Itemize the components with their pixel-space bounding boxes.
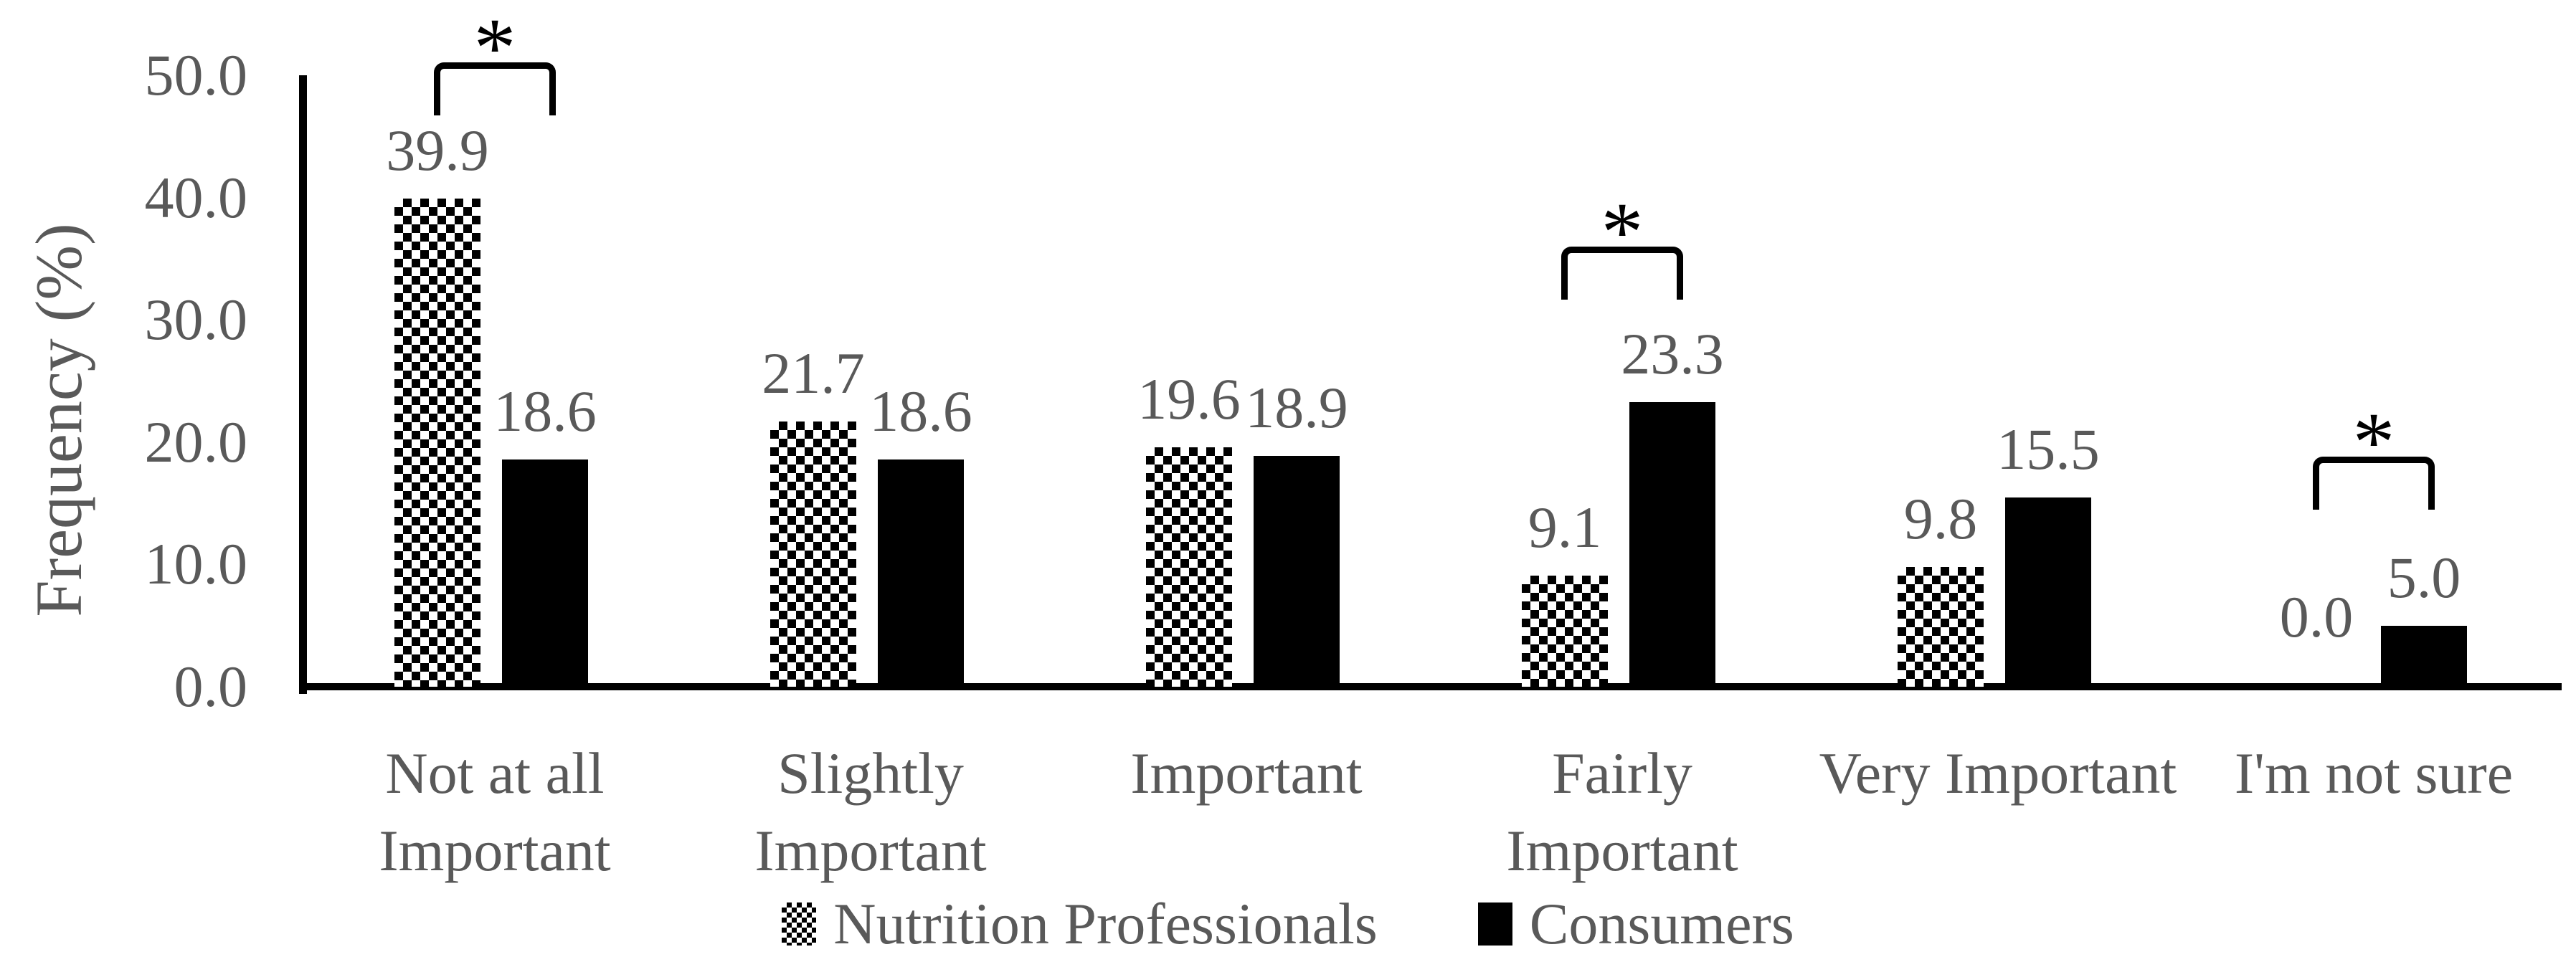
category-label-not-at-all-important: Not at all Important [379,740,611,883]
value-label-nutrition-professionals-not-at-all-important: 39.9 [386,118,489,183]
value-label-consumers-not-at-all-important: 18.6 [493,378,597,444]
value-label-consumers-slightly-important: 18.6 [869,378,972,444]
bar-nutrition-professionals-very-important [1898,567,1984,687]
significance-bracket-not-at-all-important [434,62,556,115]
value-label-nutrition-professionals-slightly-important: 21.7 [762,340,865,406]
significance-marker-im-not-sure: * [2352,395,2395,489]
significance-marker-fairly-important: * [1601,185,1644,279]
legend-item-nutrition-professionals: Nutrition Professionals [782,890,1378,958]
value-label-nutrition-professionals-important: 19.6 [1137,366,1241,432]
bar-nutrition-professionals-slightly-important [770,422,856,687]
bar-consumers-slightly-important [878,459,964,687]
x-axis-line [299,683,2562,690]
category-label-important: Important [1130,740,1363,806]
significance-bracket-fairly-important [1561,247,1683,300]
value-label-nutrition-professionals-very-important: 9.8 [1903,486,1978,551]
legend-label-nutrition-professionals: Nutrition Professionals [833,891,1378,956]
category-label-slightly-important: Slightly Important [754,740,987,883]
legend-swatch-consumers [1477,903,1512,946]
y-tick-label: 40.0 [144,165,248,230]
legend-item-consumers: Consumers [1477,890,1794,958]
legend: Nutrition Professionals Consumers [0,890,2576,958]
bar-consumers-very-important [2005,497,2091,687]
y-tick-label: 30.0 [144,287,248,352]
significance-marker-not-at-all-important: * [473,1,516,95]
value-label-consumers-very-important: 15.5 [1997,416,2100,482]
bar-nutrition-professionals-fairly-important [1522,576,1608,687]
legend-swatch-nutrition-professionals [782,903,817,946]
y-tick-label: 20.0 [144,409,248,475]
y-tick-label: 50.0 [144,42,248,108]
y-axis-line [299,75,307,694]
category-label-very-important: Very Important [1819,740,2177,806]
bar-consumers-not-at-all-important [502,459,588,687]
legend-label-consumers: Consumers [1529,891,1794,956]
value-label-consumers-fairly-important: 23.3 [1621,321,1724,386]
category-label-im-not-sure: I'm not sure [2234,740,2514,806]
bar-nutrition-professionals-not-at-all-important [394,199,480,687]
value-label-consumers-important: 18.9 [1245,375,1348,440]
bar-consumers-important [1254,456,1340,687]
value-label-nutrition-professionals-fairly-important: 9.1 [1528,495,1602,560]
y-tick-label: 10.0 [144,531,248,596]
value-label-consumers-im-not-sure: 5.0 [2387,545,2461,610]
value-label-nutrition-professionals-im-not-sure: 0.0 [2279,584,2354,649]
bar-consumers-fairly-important [1629,402,1715,687]
bar-consumers-im-not-sure [2381,626,2467,687]
bar-nutrition-professionals-important [1146,447,1232,687]
y-tick-label: 0.0 [174,654,248,719]
significance-bracket-im-not-sure [2313,457,2435,510]
category-label-fairly-important: Fairly Important [1506,740,1738,883]
